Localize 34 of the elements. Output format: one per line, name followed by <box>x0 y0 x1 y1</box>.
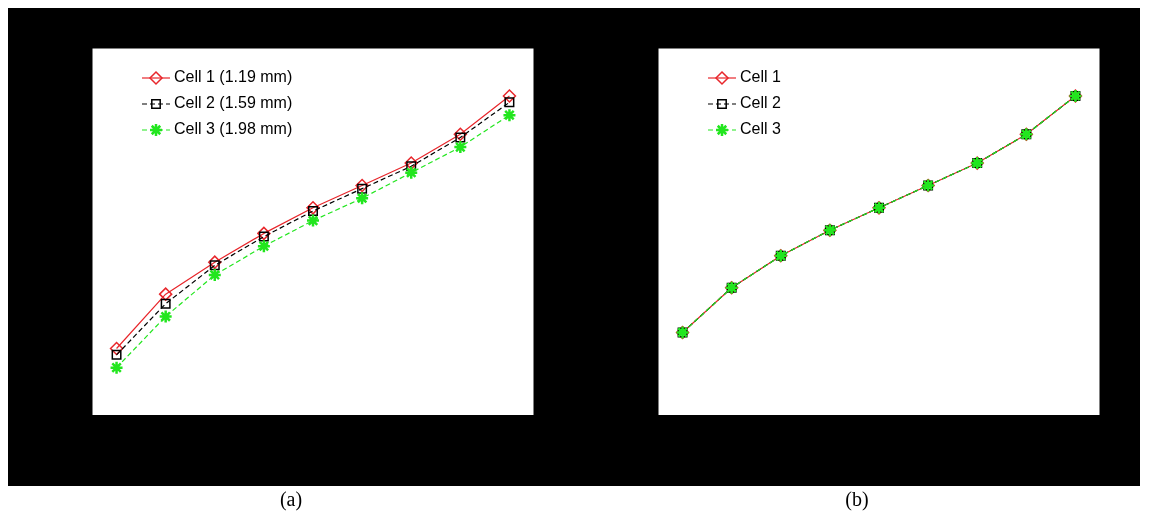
point <box>158 309 173 324</box>
point <box>453 139 468 155</box>
legend-label: Cell 1 <box>740 68 782 86</box>
point <box>207 267 223 283</box>
text: (b) <box>844 488 870 511</box>
point <box>502 107 517 123</box>
point <box>109 360 124 375</box>
point <box>160 298 171 309</box>
point <box>257 226 271 241</box>
point <box>256 238 272 254</box>
legend-label: Cell 2 <box>740 94 782 112</box>
legend-label: Cell 1 (1.19 mm) <box>174 68 293 86</box>
point <box>357 183 368 194</box>
legend-label: Cell 3 <box>740 120 782 138</box>
point <box>306 201 320 215</box>
legend-label: Cell 3 (1.98 mm) <box>174 120 293 138</box>
point <box>305 213 321 228</box>
point <box>209 260 220 271</box>
point <box>404 156 418 170</box>
point <box>453 127 468 142</box>
point <box>258 231 269 242</box>
point <box>355 178 369 193</box>
point <box>354 190 370 206</box>
text: (a) <box>278 488 304 511</box>
point <box>504 97 515 108</box>
point <box>158 287 173 301</box>
point <box>403 165 419 180</box>
point <box>455 132 466 143</box>
legend-label: Cell 2 (1.59 mm) <box>174 94 293 112</box>
point <box>111 349 122 360</box>
point <box>308 206 318 217</box>
point <box>502 89 517 103</box>
point <box>208 255 222 269</box>
point <box>109 341 124 356</box>
